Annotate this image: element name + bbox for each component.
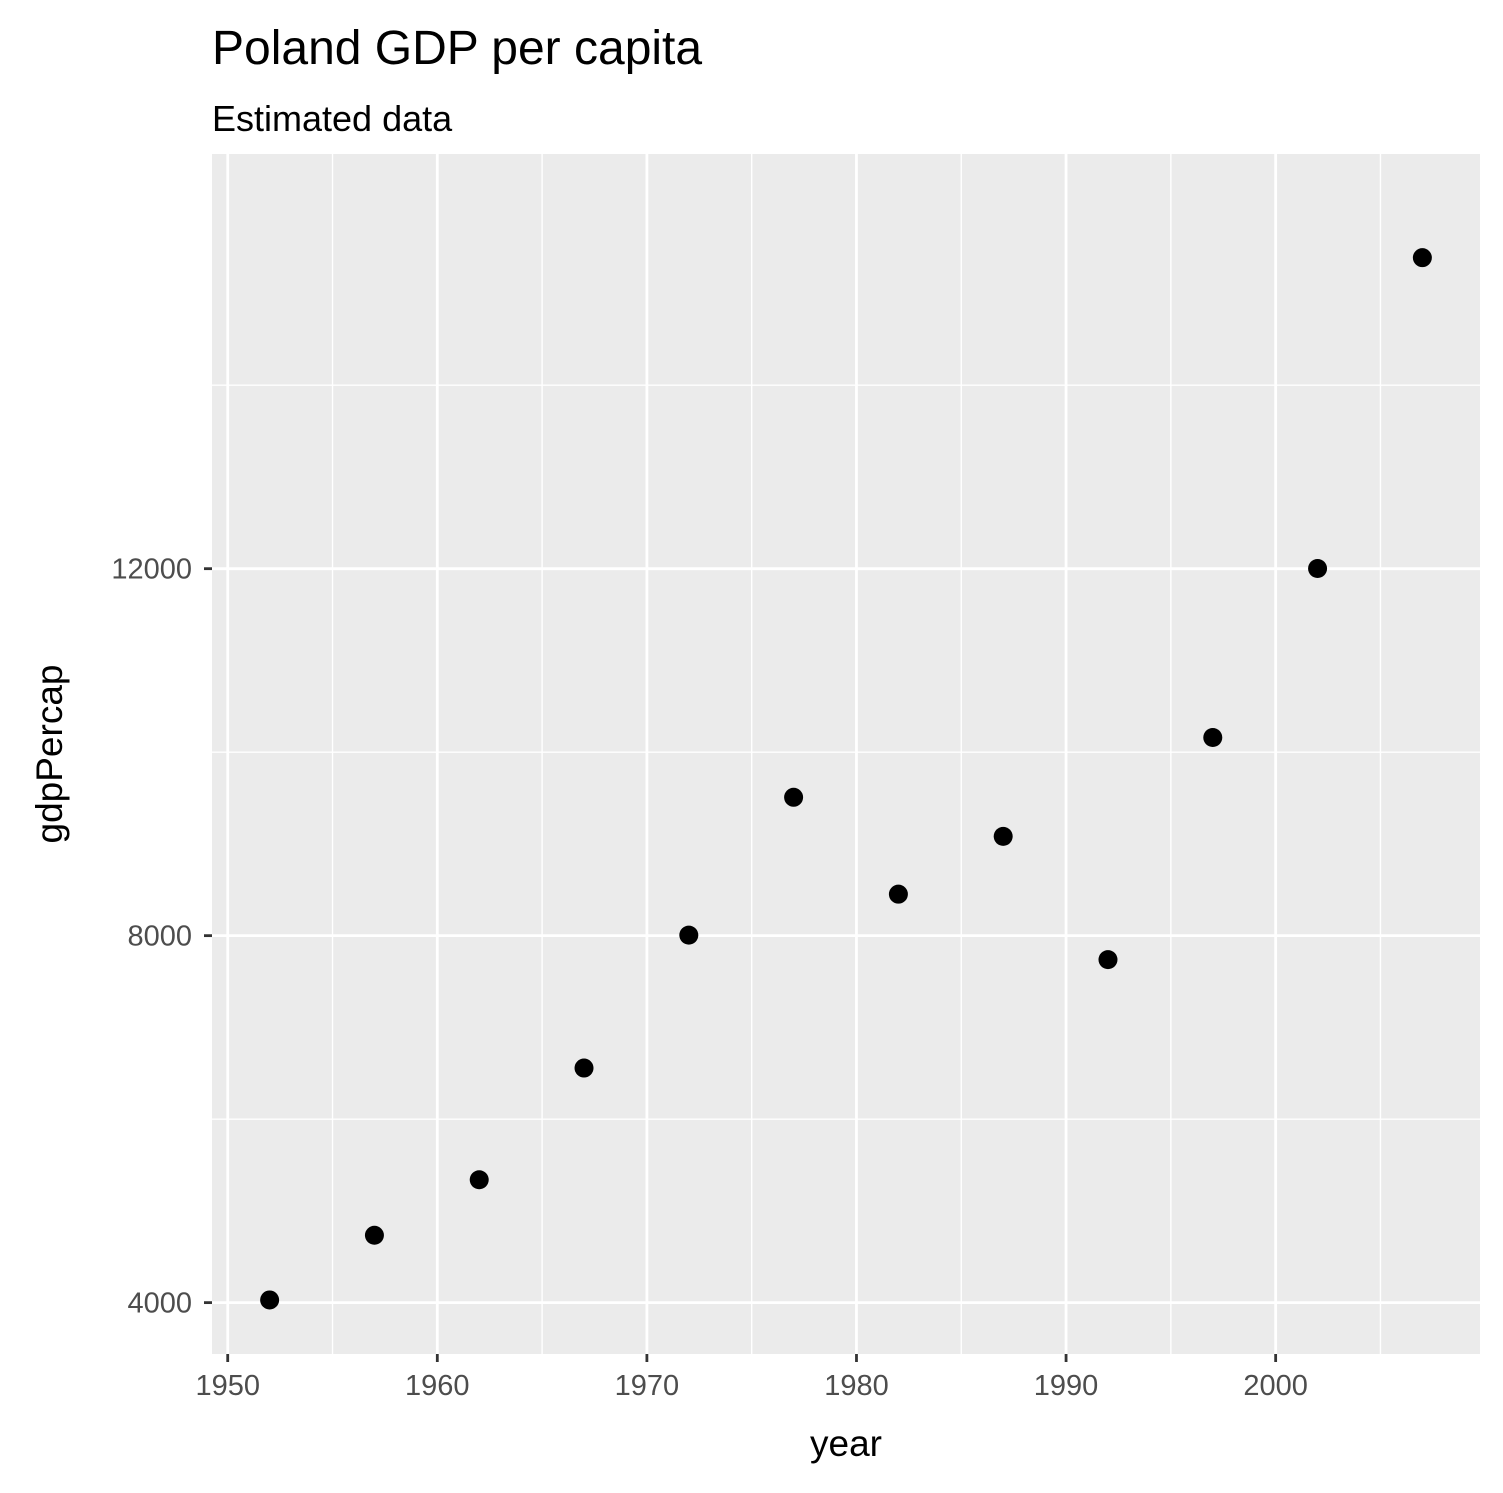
data-point: [1098, 950, 1118, 970]
y-axis: 4000 8000 12000: [111, 554, 212, 1320]
y-tick-label: 8000: [127, 921, 192, 953]
data-point: [1203, 727, 1223, 747]
x-tick-label: 2000: [1243, 1370, 1308, 1402]
data-point: [469, 1170, 489, 1190]
data-point: [993, 826, 1013, 846]
x-tick-label: 1950: [195, 1370, 260, 1402]
data-point: [784, 787, 804, 807]
x-axis: 1950 1960 1970 1980 1990 2000: [195, 1354, 1308, 1402]
x-tick-label: 1990: [1034, 1370, 1099, 1402]
x-axis-title: year: [810, 1423, 882, 1464]
y-tick-label: 4000: [127, 1288, 192, 1320]
x-tick-label: 1970: [615, 1370, 680, 1402]
chart-title: Poland GDP per capita: [212, 22, 702, 75]
data-point: [1308, 558, 1328, 578]
data-point: [679, 925, 699, 945]
grid-major: [212, 154, 1480, 1354]
plot-panel: [212, 154, 1480, 1354]
grid-minor: [212, 154, 1480, 1354]
data-point: [260, 1290, 280, 1310]
data-points: [260, 248, 1432, 1310]
data-point: [1412, 248, 1432, 268]
chart-subtitle: Estimated data: [212, 98, 453, 139]
y-tick-label: 12000: [111, 554, 192, 586]
data-point: [888, 884, 908, 904]
y-axis-title: gdpPercap: [29, 665, 70, 844]
data-point: [364, 1225, 384, 1245]
x-tick-label: 1960: [405, 1370, 470, 1402]
data-point: [574, 1058, 594, 1078]
x-tick-label: 1980: [824, 1370, 889, 1402]
